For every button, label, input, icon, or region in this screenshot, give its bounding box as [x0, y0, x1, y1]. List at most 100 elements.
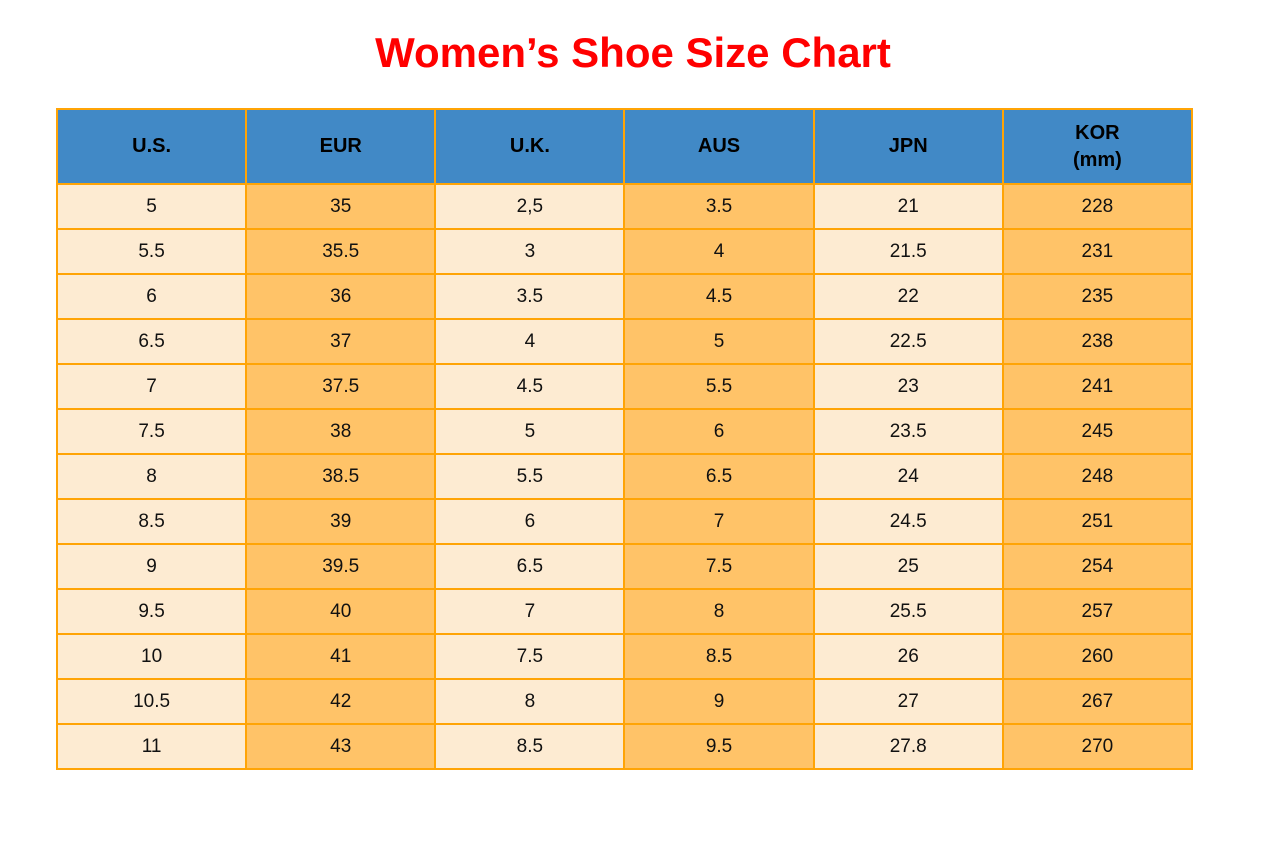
- table-cell: 6: [55, 273, 248, 320]
- table-cell: 9.5: [623, 723, 815, 770]
- column-header-us: U.S.: [55, 108, 248, 185]
- table-cell: 8: [55, 453, 248, 500]
- table-row: 8 38.5 5.5 6.5 24 248: [55, 453, 1194, 500]
- table-body: 5 35 2,5 3.5 21 228 5.5 35.5 3 4 21.5 231 6 36 3.5 4.5 2…: [55, 183, 1194, 770]
- column-header-eur: EUR: [245, 108, 437, 185]
- table-row: 9.5 40 7 8 25.5 257: [55, 588, 1194, 635]
- table-cell: 6: [623, 408, 815, 455]
- table-cell: 6.5: [623, 453, 815, 500]
- table-cell: 5.5: [55, 228, 248, 275]
- header-row: U.S. EUR U.K. AUS JPN KOR (mm): [55, 108, 1194, 185]
- table-cell: 8.5: [623, 633, 815, 680]
- table-row: 10.5 42 8 9 27 267: [55, 678, 1194, 725]
- table-cell: 238: [1001, 318, 1194, 365]
- table-cell: 5.5: [623, 363, 815, 410]
- table-cell: 6.5: [55, 318, 248, 365]
- table-cell: 231: [1001, 228, 1194, 275]
- table-cell: 8.5: [55, 498, 248, 545]
- table-cell: 24: [812, 453, 1004, 500]
- table-cell: 267: [1001, 678, 1194, 725]
- table-cell: 241: [1001, 363, 1194, 410]
- column-header-label: U.S.: [132, 135, 172, 157]
- table-cell: 25.5: [812, 588, 1004, 635]
- table-cell: 24.5: [812, 498, 1004, 545]
- table-cell: 42: [245, 678, 437, 725]
- column-header-sublabel: (mm): [1072, 148, 1122, 171]
- table-cell: 4: [623, 228, 815, 275]
- table-cell: 235: [1001, 273, 1194, 320]
- table-cell: 22: [812, 273, 1004, 320]
- table-cell: 27.8: [812, 723, 1004, 770]
- table-cell: 6: [434, 498, 626, 545]
- table-cell: 2,5: [434, 183, 626, 230]
- table-cell: 3.5: [623, 183, 815, 230]
- table-row: 9 39.5 6.5 7.5 25 254: [55, 543, 1194, 590]
- table-cell: 9: [623, 678, 815, 725]
- table-cell: 4.5: [623, 273, 815, 320]
- table-cell: 37: [245, 318, 437, 365]
- table-cell: 7.5: [55, 408, 248, 455]
- table-cell: 9: [55, 543, 248, 590]
- table-cell: 6.5: [434, 543, 626, 590]
- table-header: U.S. EUR U.K. AUS JPN KOR (mm): [55, 108, 1194, 185]
- table-cell: 10: [55, 633, 248, 680]
- table-cell: 38.5: [245, 453, 437, 500]
- column-header-label: KOR: [1075, 121, 1120, 144]
- table-cell: 4.5: [434, 363, 626, 410]
- table-cell: 43: [245, 723, 437, 770]
- table-cell: 41: [245, 633, 437, 680]
- size-chart-table: U.S. EUR U.K. AUS JPN KOR (mm): [55, 108, 1194, 770]
- table-cell: 37.5: [245, 363, 437, 410]
- table-cell: 23: [812, 363, 1004, 410]
- table-cell: 257: [1001, 588, 1194, 635]
- table-cell: 251: [1001, 498, 1194, 545]
- table-cell: 23.5: [812, 408, 1004, 455]
- table-cell: 5.5: [434, 453, 626, 500]
- table-row: 6 36 3.5 4.5 22 235: [55, 273, 1194, 320]
- table-cell: 22.5: [812, 318, 1004, 365]
- column-header-label: JPN: [888, 135, 928, 157]
- table-row: 7.5 38 5 6 23.5 245: [55, 408, 1194, 455]
- table-cell: 7: [55, 363, 248, 410]
- table-cell: 21: [812, 183, 1004, 230]
- table-cell: 7.5: [623, 543, 815, 590]
- table-cell: 40: [245, 588, 437, 635]
- table-cell: 11: [55, 723, 248, 770]
- table-row: 10 41 7.5 8.5 26 260: [55, 633, 1194, 680]
- table-row: 5 35 2,5 3.5 21 228: [55, 183, 1194, 230]
- table-cell: 9.5: [55, 588, 248, 635]
- table-cell: 254: [1001, 543, 1194, 590]
- table-cell: 38: [245, 408, 437, 455]
- table-cell: 5: [623, 318, 815, 365]
- column-header-label: U.K.: [509, 135, 550, 157]
- table-cell: 25: [812, 543, 1004, 590]
- table-cell: 7: [434, 588, 626, 635]
- table-row: 7 37.5 4.5 5.5 23 241: [55, 363, 1194, 410]
- table-cell: 248: [1001, 453, 1194, 500]
- table-cell: 27: [812, 678, 1004, 725]
- table-cell: 5: [55, 183, 248, 230]
- table-row: 11 43 8.5 9.5 27.8 270: [55, 723, 1194, 770]
- table-cell: 21.5: [812, 228, 1004, 275]
- table-row: 6.5 37 4 5 22.5 238: [55, 318, 1194, 365]
- table-cell: 8: [623, 588, 815, 635]
- table-cell: 10.5: [55, 678, 248, 725]
- table-cell: 270: [1001, 723, 1194, 770]
- table-row: 5.5 35.5 3 4 21.5 231: [55, 228, 1194, 275]
- column-header-aus: AUS: [623, 108, 815, 185]
- table-cell: 3: [434, 228, 626, 275]
- table-row: 8.5 39 6 7 24.5 251: [55, 498, 1194, 545]
- table-cell: 39.5: [245, 543, 437, 590]
- column-header-label: EUR: [319, 135, 362, 157]
- page-title: Women’s Shoe Size Chart: [375, 29, 891, 76]
- table-cell: 8: [434, 678, 626, 725]
- table-cell: 35: [245, 183, 437, 230]
- table-cell: 3.5: [434, 273, 626, 320]
- table-cell: 245: [1001, 408, 1194, 455]
- table-cell: 7.5: [434, 633, 626, 680]
- table-cell: 35.5: [245, 228, 437, 275]
- table-cell: 39: [245, 498, 437, 545]
- column-header-uk: U.K.: [434, 108, 626, 185]
- table-cell: 260: [1001, 633, 1194, 680]
